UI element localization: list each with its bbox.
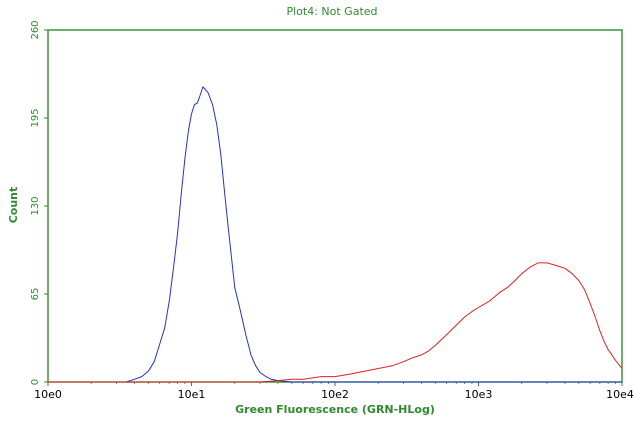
x-axis: 10e0 10e1 10e2 10e3 10e4: [34, 382, 634, 401]
x-tick-label: 10e4: [606, 388, 634, 401]
y-tick-label: 0: [30, 379, 41, 385]
x-tick-label: 10e0: [34, 388, 62, 401]
y-axis: 0 65 130 195 260: [30, 20, 48, 385]
x-tick-label: 10e1: [178, 388, 206, 401]
x-axis-label: Green Fluorescence (GRN-HLog): [235, 403, 435, 416]
y-tick-label: 130: [30, 196, 41, 215]
y-tick-label: 65: [30, 288, 41, 301]
blue-histogram-line: [48, 86, 622, 383]
red-histogram-line: [48, 262, 623, 383]
plot-area: [47, 29, 623, 383]
chart-title: Plot4: Not Gated: [286, 5, 377, 18]
y-tick-label: 260: [30, 20, 41, 39]
series-layer: [48, 86, 623, 383]
x-tick-label: 10e2: [321, 388, 349, 401]
y-tick-label: 195: [30, 108, 41, 127]
x-tick-label: 10e3: [465, 388, 493, 401]
y-axis-label: Count: [7, 187, 20, 224]
